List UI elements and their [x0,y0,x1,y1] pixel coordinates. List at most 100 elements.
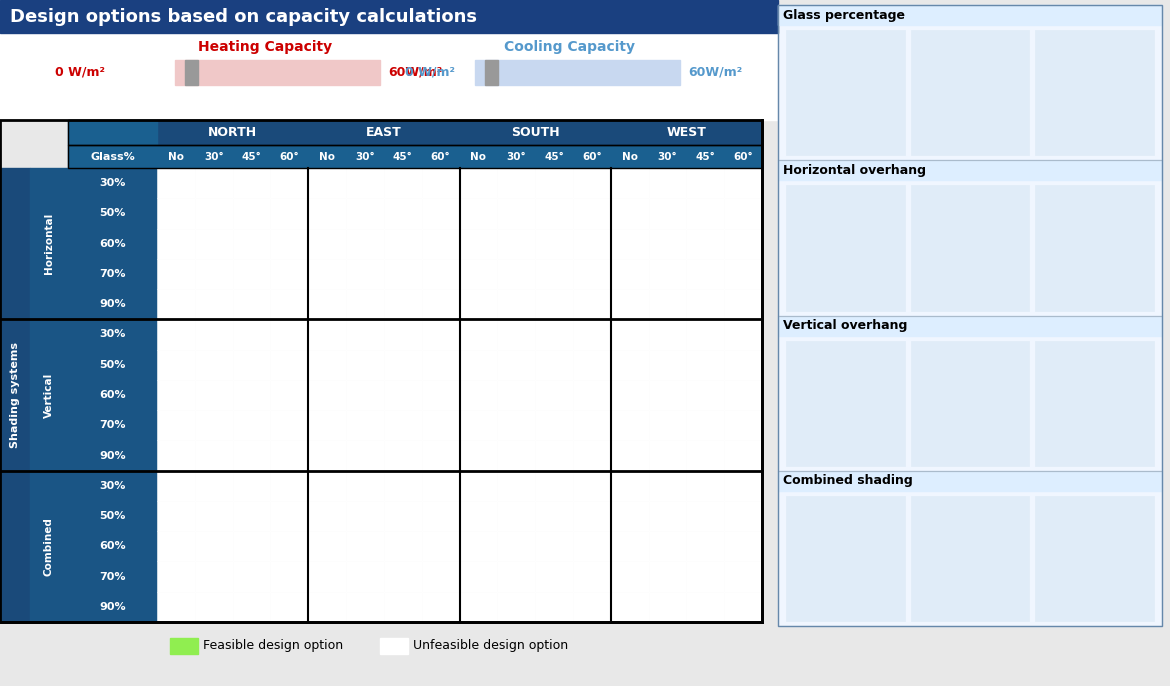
Bar [0,120,762,622]
Bar [573,320,611,350]
Bar [648,380,687,410]
Text: 90%: 90% [99,451,126,460]
Bar [687,592,724,622]
Bar [421,410,460,440]
Bar [185,60,198,85]
Bar [384,350,421,380]
Bar [233,471,270,501]
Bar [68,145,762,168]
Bar [195,198,233,228]
Text: Combined shading: Combined shading [783,474,913,487]
Bar [497,228,535,259]
Bar [308,120,460,145]
Bar [778,161,1162,316]
Bar [535,350,573,380]
Bar [1035,340,1154,466]
Bar [687,471,724,501]
Bar [346,198,384,228]
Text: 50%: 50% [99,209,125,218]
Bar [346,471,384,501]
Bar [421,289,460,320]
Bar [421,228,460,259]
Bar [573,531,611,561]
Bar [346,531,384,561]
Bar [308,592,346,622]
Bar [308,350,346,380]
Text: 90%: 90% [99,299,126,309]
Bar [687,320,724,350]
Bar [611,198,648,228]
Text: 60°: 60° [581,152,601,161]
Text: 45°: 45° [393,152,413,161]
Bar [195,289,233,320]
Bar [0,33,778,120]
Bar [270,410,308,440]
Bar [30,168,68,320]
Bar [157,440,195,471]
Bar [308,320,346,350]
Bar [233,145,270,168]
Bar [786,185,904,311]
Bar [611,380,648,410]
Bar [157,471,195,501]
Bar [535,531,573,561]
Bar [648,198,687,228]
Bar [157,410,195,440]
Bar [573,350,611,380]
Bar [308,471,346,501]
Bar [233,501,270,531]
Bar [573,198,611,228]
Bar [460,592,497,622]
Bar [30,320,68,471]
Bar [687,380,724,410]
Bar [535,289,573,320]
Bar [648,320,687,350]
Bar [687,531,724,561]
Bar [195,259,233,289]
Bar [497,592,535,622]
Bar [611,228,648,259]
Bar [421,471,460,501]
Bar [421,198,460,228]
Bar [421,320,460,350]
Bar [384,410,421,440]
Bar [308,168,346,198]
Bar [460,531,497,561]
Text: 60W/m²: 60W/m² [688,65,742,78]
Bar [535,471,573,501]
Bar [195,168,233,198]
Bar [270,198,308,228]
Bar [157,561,195,592]
Bar [233,350,270,380]
Bar [346,289,384,320]
Bar [497,198,535,228]
Bar [195,380,233,410]
Bar [611,168,648,198]
Bar [384,198,421,228]
Bar [611,145,648,168]
Text: No: No [470,152,487,161]
Bar [68,145,157,168]
Bar [778,471,1162,490]
Bar [233,198,270,228]
Bar [195,531,233,561]
Bar [778,5,1162,626]
Bar [346,168,384,198]
Bar [573,289,611,320]
Bar [687,289,724,320]
Bar [778,161,1162,180]
Bar [535,228,573,259]
Bar [497,501,535,531]
Bar [157,592,195,622]
Bar [0,168,30,622]
Bar [346,501,384,531]
Text: Unfeasible design option: Unfeasible design option [413,639,569,652]
Bar [573,471,611,501]
Text: 70%: 70% [99,571,125,582]
Bar [195,440,233,471]
Bar [648,145,687,168]
Text: No: No [319,152,335,161]
Bar [460,228,497,259]
Text: 60°: 60° [431,152,450,161]
Text: Glass%: Glass% [90,152,135,161]
